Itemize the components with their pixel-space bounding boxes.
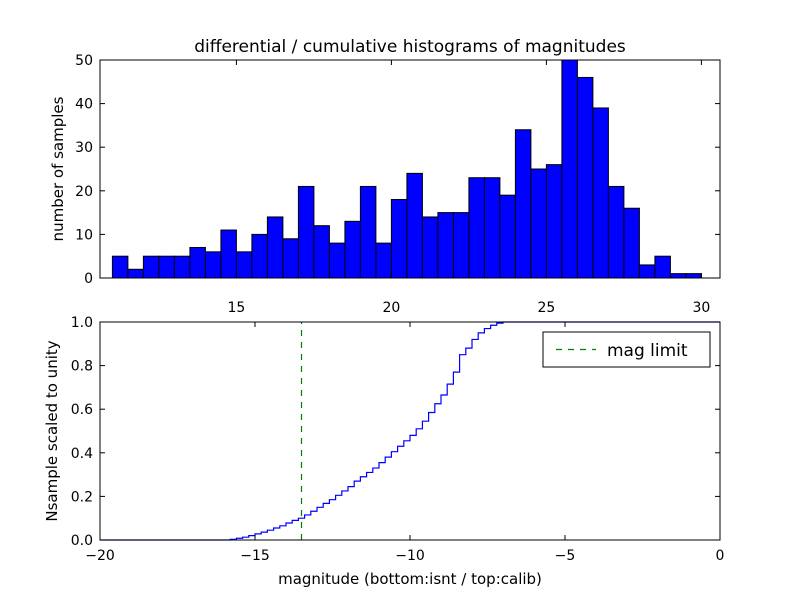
histogram-bar [189, 246, 206, 279]
top-x-tick-label: 20 [382, 300, 400, 316]
histogram-bar [313, 225, 330, 279]
histogram-bar [359, 185, 377, 279]
bottom-y-axis-label: Nsample scaled to unity [43, 340, 61, 521]
bottom-x-tick-label: 0 [716, 548, 725, 564]
bottom-x-tick-label: −20 [85, 548, 115, 564]
histogram-bar [514, 129, 532, 279]
histogram-bar [328, 242, 346, 279]
top-y-axis-label: number of samples [49, 96, 67, 241]
chart-title: differential / cumulative histograms of … [194, 37, 626, 57]
top-x-tick-label: 25 [537, 300, 555, 316]
bottom-y-tick-label: 0.8 [71, 359, 93, 375]
histogram-bar [654, 255, 671, 279]
bottom-y-tick-label: 0.2 [71, 489, 93, 505]
bottom-x-tick-label: −5 [555, 548, 576, 564]
histogram-bar [204, 251, 222, 279]
histogram-bar [111, 255, 129, 279]
cumulative-step-line [100, 321, 720, 541]
histogram-bar [297, 185, 315, 279]
bottom-y-tick-label: 1.0 [71, 315, 93, 331]
legend-label: mag limit [607, 341, 688, 361]
histogram-bar [390, 199, 408, 279]
bottom-y-tick-label: 0.6 [71, 402, 93, 418]
histogram-bar [607, 185, 625, 279]
top-x-tick-label: 15 [227, 300, 245, 316]
histogram-bar [530, 168, 547, 279]
top-y-tick-label: 0 [84, 271, 93, 287]
bottom-axis-ticks: −20 −15 −10 −5 0 0.0 0.2 0.4 0.6 0.8 1.0 [71, 315, 725, 564]
histogram-bar [452, 212, 470, 279]
bottom-cumulative-panel: Nsample scaled to unity magnitude (botto… [43, 315, 724, 588]
top-y-tick-label: 50 [75, 53, 93, 69]
bottom-x-tick-label: −10 [395, 548, 425, 564]
histogram-bar [375, 242, 392, 279]
histogram-bar [561, 59, 578, 279]
top-x-tick-label: 30 [692, 300, 710, 316]
histogram-bar [623, 207, 640, 279]
histogram-bar [576, 76, 594, 279]
top-y-tick-label: 20 [75, 184, 93, 200]
histogram-bar [235, 251, 253, 279]
bottom-y-tick-label: 0.0 [71, 533, 93, 549]
histogram-bar [142, 255, 160, 279]
histogram-bar [592, 107, 609, 279]
histogram-bar [638, 264, 656, 279]
histogram-bar [158, 255, 175, 279]
histogram-bar [220, 229, 237, 279]
legend: mag limit [542, 331, 711, 368]
histogram-bar [685, 273, 702, 279]
histogram-bar [282, 238, 299, 279]
histogram-bar [468, 177, 485, 279]
top-y-tick-label: 10 [75, 227, 93, 243]
bottom-x-tick-label: −15 [240, 548, 270, 564]
histogram-bar [421, 216, 439, 279]
histogram-bar [483, 177, 501, 279]
top-y-tick-label: 40 [75, 97, 93, 113]
bottom-x-axis-label: magnitude (bottom:isnt / top:calib) [278, 570, 542, 588]
cumulative-series [100, 321, 720, 541]
top-y-tick-label: 30 [75, 140, 93, 156]
histogram-bar [344, 220, 361, 279]
histogram-bar [173, 255, 191, 279]
bottom-axes-frame [99, 321, 721, 541]
histogram-bar [669, 273, 687, 279]
bottom-y-tick-label: 0.4 [71, 446, 93, 462]
histogram-bar [545, 164, 563, 279]
histogram-bar [499, 194, 516, 279]
top-axes-frame [99, 59, 721, 279]
histogram-bar [437, 212, 454, 279]
histogram-bar [127, 268, 144, 279]
histogram-bar [406, 172, 423, 279]
histogram-bar [266, 216, 284, 279]
top-histogram-panel: differential / cumulative histograms of … [49, 37, 721, 316]
histogram-bar [251, 233, 268, 279]
